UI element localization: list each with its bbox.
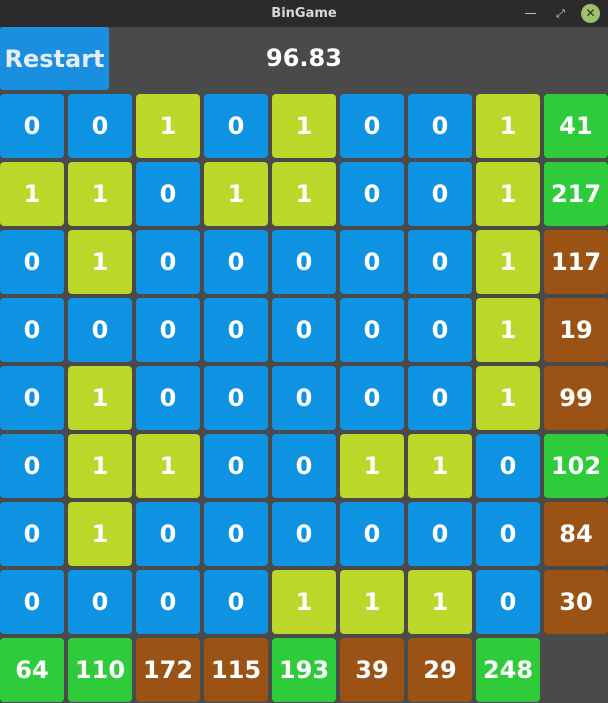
bit-cell[interactable]: 0 [136,230,200,294]
bit-cell[interactable]: 0 [476,434,540,498]
bit-cell[interactable]: 1 [272,162,336,226]
bit-cell[interactable]: 0 [340,298,404,362]
maximize-icon[interactable]: ⤢ [556,7,565,20]
bit-cell[interactable]: 0 [204,502,268,566]
column-target-cell: 172 [136,638,200,702]
bit-cell[interactable]: 1 [408,434,472,498]
bit-cell[interactable]: 0 [272,366,336,430]
bit-cell[interactable]: 0 [68,570,132,634]
column-target-cell: 248 [476,638,540,702]
bit-cell[interactable]: 0 [408,298,472,362]
row-target-cell: 102 [544,434,608,498]
bit-cell[interactable]: 0 [408,162,472,226]
bit-cell[interactable]: 0 [204,570,268,634]
bit-cell[interactable]: 0 [136,570,200,634]
bit-cell[interactable]: 0 [340,162,404,226]
title-bar: BinGame — ⤢ ✕ [0,0,608,27]
bit-cell[interactable]: 0 [340,366,404,430]
bit-cell[interactable]: 1 [68,230,132,294]
bit-cell[interactable]: 0 [0,230,64,294]
bit-cell[interactable]: 0 [204,94,268,158]
bit-cell[interactable]: 1 [340,434,404,498]
bit-cell[interactable]: 1 [476,298,540,362]
bit-cell[interactable]: 1 [408,570,472,634]
bit-cell[interactable]: 0 [0,570,64,634]
row-target-cell: 84 [544,502,608,566]
column-target-cell: 110 [68,638,132,702]
bit-cell[interactable]: 1 [136,434,200,498]
column-target-cell: 193 [272,638,336,702]
bit-cell[interactable]: 0 [476,502,540,566]
row-target-cell: 41 [544,94,608,158]
bit-cell[interactable]: 0 [0,94,64,158]
bit-cell[interactable]: 1 [204,162,268,226]
bit-cell[interactable]: 1 [136,94,200,158]
row-target-cell: 99 [544,366,608,430]
bit-cell[interactable]: 0 [340,230,404,294]
bit-cell[interactable]: 1 [476,94,540,158]
bit-cell[interactable]: 0 [136,366,200,430]
bit-cell[interactable]: 1 [272,570,336,634]
column-target-cell: 64 [0,638,64,702]
row-target-cell: 117 [544,230,608,294]
bit-cell[interactable]: 0 [0,502,64,566]
row-target-cell: 30 [544,570,608,634]
window-title: BinGame [271,6,337,21]
game-board: 0 0 1 0 1 0 0 1 41 1 1 0 1 1 0 0 1 217 0 1 0 0 0 0 0 1 117 0 0 0 0 0 0 0 1… [0,94,608,703]
bit-cell[interactable]: 1 [68,434,132,498]
close-icon[interactable]: ✕ [581,4,600,23]
bit-cell[interactable]: 0 [204,230,268,294]
bit-cell[interactable]: 0 [204,366,268,430]
bit-cell[interactable]: 0 [272,230,336,294]
bit-cell[interactable]: 0 [272,434,336,498]
bit-cell[interactable]: 1 [272,94,336,158]
bit-cell[interactable]: 1 [476,230,540,294]
column-target-cell: 29 [408,638,472,702]
column-target-cell: 39 [340,638,404,702]
row-target-cell: 19 [544,298,608,362]
column-target-cell: 115 [204,638,268,702]
bit-cell[interactable]: 0 [408,502,472,566]
bit-cell[interactable]: 1 [68,162,132,226]
bit-cell[interactable]: 0 [0,298,64,362]
bit-cell[interactable]: 1 [476,366,540,430]
row-target-cell: 217 [544,162,608,226]
bit-cell[interactable]: 0 [340,94,404,158]
bit-cell[interactable]: 0 [408,94,472,158]
bit-cell[interactable]: 0 [136,298,200,362]
bit-cell[interactable]: 0 [408,366,472,430]
bit-cell[interactable]: 1 [68,366,132,430]
bit-cell[interactable]: 0 [340,502,404,566]
bit-cell[interactable]: 1 [0,162,64,226]
score-display: 96.83 [266,44,342,72]
bit-cell[interactable]: 0 [68,94,132,158]
bit-cell[interactable]: 0 [272,298,336,362]
bit-cell[interactable]: 0 [272,502,336,566]
bit-cell[interactable]: 0 [204,298,268,362]
bit-cell[interactable]: 0 [204,434,268,498]
bit-cell[interactable]: 0 [68,298,132,362]
bit-cell[interactable]: 1 [476,162,540,226]
bit-cell[interactable]: 0 [0,434,64,498]
bit-cell[interactable]: 0 [136,502,200,566]
bit-cell[interactable]: 1 [340,570,404,634]
restart-button[interactable]: Restart [0,27,109,90]
bit-cell[interactable]: 0 [136,162,200,226]
bit-cell[interactable]: 0 [408,230,472,294]
bit-cell[interactable]: 0 [0,366,64,430]
bit-cell[interactable]: 0 [476,570,540,634]
bit-cell[interactable]: 1 [68,502,132,566]
minimize-icon[interactable]: — [524,6,537,20]
